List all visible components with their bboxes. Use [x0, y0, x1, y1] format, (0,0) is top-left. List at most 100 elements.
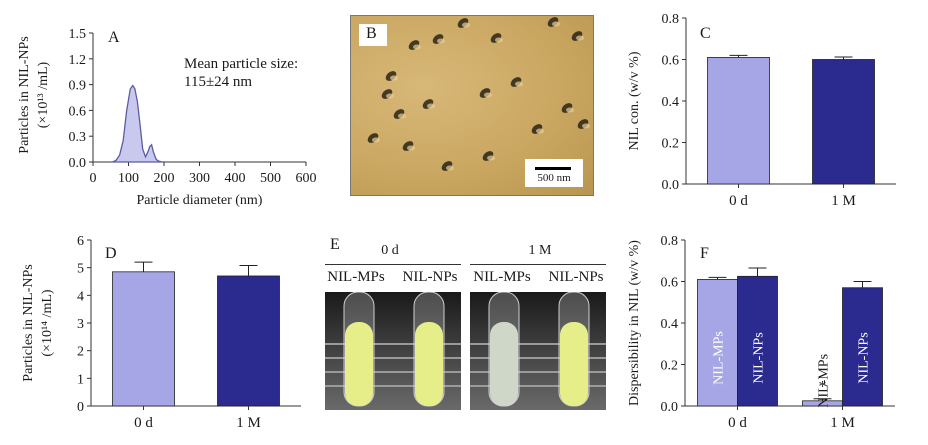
panel-f-ytick-label: 0.4 [661, 317, 679, 332]
panel-e-letter: E [330, 236, 340, 253]
group-label-0d: 0 d [381, 243, 399, 258]
panel-a-annotation-value: 115±24 nm [184, 74, 252, 90]
tube-label-1m-nps: NIL-NPs [548, 269, 604, 285]
afm-particle-highlight [487, 155, 495, 161]
panel-c-bar [707, 57, 770, 185]
afm-particle-highlight [566, 107, 574, 113]
panel-d-ytick-label: 4 [77, 289, 84, 304]
afm-particle-highlight [552, 21, 560, 27]
tube-liquid [560, 322, 588, 406]
panel-a-xtick-label: 200 [154, 171, 175, 186]
afm-particle-highlight [413, 44, 421, 50]
panel-d-xtick-label: 0 d [134, 415, 153, 431]
scale-bar-label: 500 nm [537, 172, 571, 184]
afm-particle-highlight [437, 38, 445, 44]
panel-f-series-label: NIL-MPs [712, 331, 727, 385]
panel-a-xtick-label: 300 [189, 171, 210, 186]
panel-f-letter: F [700, 245, 709, 262]
panel-f-bar [737, 275, 778, 407]
afm-particle-highlight [576, 35, 584, 41]
panel-a-ytick-label: 0.9 [69, 79, 87, 94]
tube-label-0d-nps: NIL-NPs [402, 269, 458, 285]
panel-a-letter: A [108, 29, 120, 46]
panel-d-ytick-label: 1 [77, 372, 84, 387]
afm-particle-highlight [372, 137, 380, 143]
afm-particle-highlight [407, 145, 415, 151]
panel-d-ytick-label: 3 [77, 317, 84, 332]
panel-c-ytick-label: 0.6 [662, 54, 680, 69]
panel-a-x-axis-title: Particle diameter (nm) [137, 193, 263, 208]
panel-f-y-axis-title: Dispersibility in NIL (w/v %) [627, 240, 642, 406]
panel-d-xtick-label: 1 M [236, 415, 261, 431]
panel-d-y-axis-unit: (×10¹⁴ /mL) [40, 289, 55, 356]
panel-c-y-axis-title: NIL con. (w/v %) [627, 51, 642, 150]
panel-c-ytick-label: 0.2 [662, 137, 680, 152]
group-label-1m: 1 M [528, 243, 552, 258]
panel-a-ytick-label: 1.2 [69, 53, 87, 68]
afm-particle-highlight [427, 103, 435, 109]
afm-particle-highlight [386, 93, 394, 99]
panel-f-series-label: NIL-NPs [857, 332, 872, 383]
panel-a-xtick-label: 400 [225, 171, 246, 186]
scale-bar [535, 167, 571, 170]
tube-label-0d-mps: NIL-MPs [327, 269, 385, 285]
panel-e-photo-0d [325, 292, 461, 410]
panel-a-ytick-label: 0.3 [69, 130, 87, 145]
panel-f-xtick-label: 1 M [830, 415, 855, 431]
afm-particle-highlight [495, 37, 503, 43]
panel-f-xtick-label: 0 d [728, 415, 747, 431]
group-divider-1m [470, 264, 606, 265]
panel-a-xtick-label: 100 [118, 171, 139, 186]
panel-a-y-axis-title: Particles in NIL-NPs [17, 36, 32, 153]
panel-a-xtick-label: 600 [296, 171, 317, 186]
tubes-0d-illustration [325, 292, 461, 407]
tube-liquid [345, 322, 373, 406]
panel-a-xtick-label: 0 [90, 171, 97, 186]
panel-f-ytick-label: 0.6 [661, 276, 679, 291]
afm-particle-highlight [484, 92, 492, 98]
panel-d-bar [217, 275, 280, 407]
afm-particle-highlight [515, 81, 523, 87]
panel-c-ytick-label: 0.0 [662, 178, 680, 193]
panel-c-xtick-label: 0 d [729, 193, 748, 209]
afm-particle-highlight [462, 22, 470, 28]
panel-d-letter: D [105, 245, 117, 262]
panel-c-letter: C [700, 25, 711, 42]
panel-d-ytick-label: 2 [77, 345, 84, 360]
panel-f-ytick-label: 0.0 [661, 400, 679, 415]
panel-a-ytick-label: 0.0 [69, 156, 87, 171]
panel-c-ytick-label: 0.8 [662, 12, 680, 27]
panel-d-ytick-label: 5 [77, 262, 84, 277]
tube-liquid [490, 322, 518, 406]
panel-b-letter-box [359, 24, 387, 46]
panel-f-bar [697, 279, 738, 407]
panel-b-letter: B [366, 25, 377, 42]
afm-particle-highlight [582, 123, 590, 129]
afm-particle-highlight [390, 75, 398, 81]
panel-a-y-axis-unit: (×10¹³ /mL) [36, 61, 51, 128]
panel-d-ytick-label: 6 [77, 234, 84, 249]
panel-a-xtick-label: 500 [260, 171, 281, 186]
afm-particle-layer [367, 17, 590, 171]
panel-f-ytick-label: 0.8 [661, 234, 679, 249]
panel-c-bar [812, 59, 875, 185]
panel-c-xtick-label: 1 M [831, 193, 856, 209]
panel-f-series-label: NIL-MPs [817, 354, 832, 408]
tube-liquid [415, 322, 443, 406]
panel-f-series-label: NIL-NPs [752, 332, 767, 383]
scale-bar-box [525, 159, 583, 187]
afm-particle-highlight [536, 128, 544, 134]
tube-label-1m-mps: NIL-MPs [473, 269, 531, 285]
panel-f-ytick-label: 0.2 [661, 359, 679, 374]
afm-particle-highlight [446, 165, 454, 171]
panel-d-bar [112, 271, 175, 407]
panel-d-ytick-label: 0 [77, 400, 84, 415]
group-divider-0d [325, 264, 461, 265]
tubes-1m-illustration [470, 292, 606, 407]
panel-c-ytick-label: 0.4 [662, 95, 680, 110]
panel-d-y-axis-title: Particles in NIL-NPs [21, 264, 36, 381]
panel-a-size-distribution-curve [112, 84, 163, 163]
panel-a-annotation-title: Mean particle size: [184, 56, 298, 72]
